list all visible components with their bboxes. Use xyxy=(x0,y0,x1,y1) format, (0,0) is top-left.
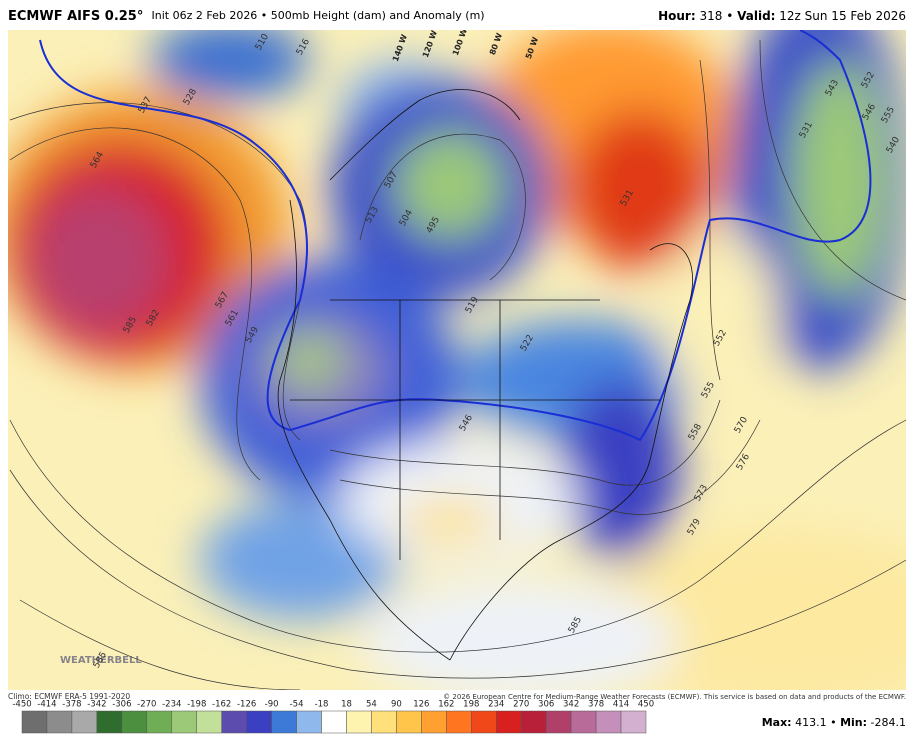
colorbar-swatch xyxy=(46,710,73,734)
colorbar-tick-label: -234 xyxy=(162,700,181,710)
min: -284.1 xyxy=(871,716,906,729)
colorbar-swatch xyxy=(570,710,597,734)
description: Init 06z 2 Feb 2026 • 500mb Height (dam)… xyxy=(152,9,485,22)
copyright: © 2026 European Centre for Medium-Range … xyxy=(443,693,906,701)
colorbar-swatch xyxy=(545,710,572,734)
colorbar-swatch xyxy=(196,710,222,734)
colorbar-tick-label: 54 xyxy=(366,700,377,710)
colorbar-tick-label: 162 xyxy=(438,700,454,710)
colorbar-tick-label: -378 xyxy=(62,700,81,710)
colorbar-tick-label: -342 xyxy=(87,700,106,710)
colorbar-swatch xyxy=(371,710,397,734)
colorbar-tick-label: -126 xyxy=(237,700,256,710)
colorbar-tick-label: 306 xyxy=(538,700,554,710)
colorbar-tick-label: -18 xyxy=(315,700,329,710)
watermark: WEATHERBELL xyxy=(60,655,142,666)
colorbar-tick-label: -414 xyxy=(37,700,56,710)
colorbar-swatch xyxy=(271,710,297,734)
anomaly-field xyxy=(8,30,906,690)
coastlines xyxy=(277,89,693,661)
colorbar-swatch xyxy=(520,710,547,734)
colorbar-swatch xyxy=(121,710,148,734)
colorbar-swatch xyxy=(221,710,247,734)
hour: 318 xyxy=(699,9,722,23)
valid-time: Hour: 318 • Valid: 12z Sun 15 Feb 2026 xyxy=(658,9,906,23)
colorbar-swatch xyxy=(146,710,173,734)
colorbar-tick-label: 414 xyxy=(613,700,629,710)
reference-contour xyxy=(39,30,872,442)
colorbar-tick-label: 450 xyxy=(638,700,654,710)
colorbar-swatch xyxy=(296,710,322,734)
title: ECMWF AIFS 0.25° Init 06z 2 Feb 2026 • 5… xyxy=(8,9,485,24)
colorbar-swatch xyxy=(471,710,497,734)
max: 413.1 xyxy=(795,716,827,729)
colorbar-tick-label: -270 xyxy=(137,700,156,710)
colorbar-tick-label: 378 xyxy=(588,700,604,710)
colorbar-tick-label: 126 xyxy=(413,700,429,710)
colorbar-tick-label: 198 xyxy=(463,700,479,710)
colorbar-swatch xyxy=(246,710,272,734)
colorbar-tick-label: -198 xyxy=(187,700,206,710)
colorbar-tick-label: 234 xyxy=(488,700,504,710)
colorbar-swatch xyxy=(346,710,372,734)
colorbar-tick-label: 90 xyxy=(391,700,402,710)
colorbar-tick-label: 18 xyxy=(341,700,352,710)
colorbar-tick-label: -90 xyxy=(265,700,279,710)
colorbar: -450 -414 -378 -342 -306 -270 -234 -198 -162 -126… xyxy=(12,700,654,734)
colorbar-swatch xyxy=(446,710,472,734)
colorbar-swatch xyxy=(495,710,522,734)
min-label: Min: xyxy=(840,716,867,729)
valid: 12z Sun 15 Feb 2026 xyxy=(779,9,906,23)
colorbar-swatch xyxy=(71,710,98,734)
colorbar-tick-label: -162 xyxy=(212,700,231,710)
colorbar-tick-label: -306 xyxy=(112,700,131,710)
colorbar-swatch xyxy=(396,710,422,734)
model-name: ECMWF AIFS 0.25° xyxy=(8,9,143,24)
colorbar-tick-label: 270 xyxy=(513,700,529,710)
colorbar-swatch xyxy=(421,710,447,734)
colorbar-tick-label: -450 xyxy=(12,700,31,710)
colorbar-swatch xyxy=(595,710,622,734)
max-label: Max: xyxy=(762,716,792,729)
valid-label: Valid: xyxy=(737,9,775,23)
colorbar-tick-label: 342 xyxy=(563,700,579,710)
separator: • xyxy=(830,716,837,729)
colorbar-swatch xyxy=(321,710,347,734)
hour-label: Hour: xyxy=(658,9,696,23)
climo-note: Climo: ECMWF ERA-5 1991-2020 xyxy=(8,692,130,701)
stats: Max: 413.1 • Min: -284.1 xyxy=(762,716,906,729)
colorbar-tick-label: -54 xyxy=(290,700,304,710)
colorbar-swatch xyxy=(620,710,647,734)
colorbar-swatch xyxy=(171,710,197,734)
colorbar-swatch xyxy=(21,710,48,734)
colorbar-swatch xyxy=(96,710,123,734)
separator: • xyxy=(726,9,733,23)
